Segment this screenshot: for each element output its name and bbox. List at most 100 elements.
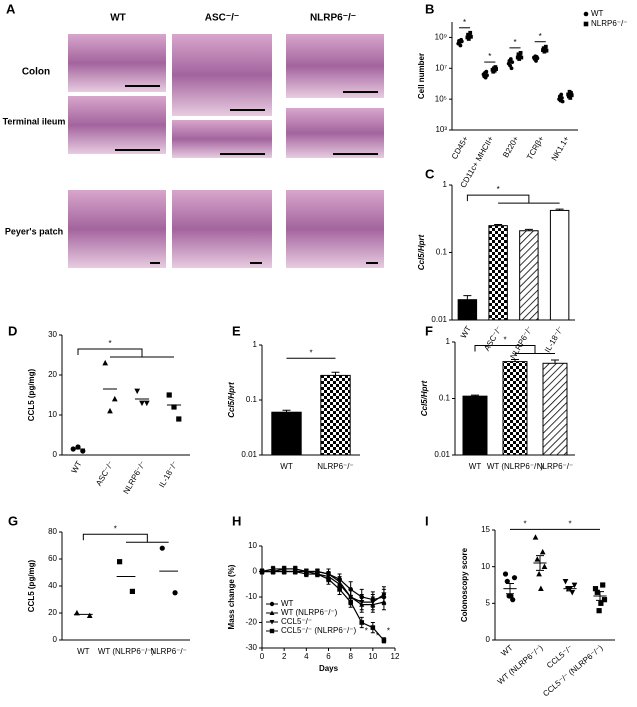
marker — [536, 570, 542, 577]
bar — [519, 230, 539, 321]
marker — [381, 638, 387, 643]
error-bar — [551, 359, 559, 364]
panel-label: A — [6, 1, 16, 16]
y-tick-label: 10⁷ — [435, 63, 447, 72]
marker — [560, 96, 564, 100]
marker — [583, 21, 589, 27]
y-tick-label: 40 — [48, 581, 57, 590]
marker — [510, 60, 515, 65]
x-tick-label: NLRP6⁻/⁻ — [508, 325, 534, 361]
marker — [381, 592, 387, 598]
marker — [502, 571, 509, 577]
marker — [559, 92, 564, 97]
marker — [304, 571, 309, 577]
legend-label: WT — [281, 599, 294, 608]
marker — [359, 620, 365, 625]
row-label: Peyer's patch — [5, 226, 63, 236]
x-tick-label: WT — [459, 324, 473, 339]
marker — [517, 57, 522, 61]
significance-line — [82, 533, 169, 543]
y-tick-label: 1 — [253, 340, 258, 349]
legend-label: CCL5⁻/⁻ — [281, 617, 312, 626]
error-bar — [511, 359, 519, 362]
error-bar — [566, 585, 574, 592]
marker — [511, 575, 518, 581]
histology-image — [286, 34, 384, 98]
marker — [596, 608, 602, 614]
legend-label: WT (NLRP6⁻/⁻) — [281, 608, 338, 617]
y-tick-label: 0.1 — [246, 395, 258, 404]
histology-panel: A WT ASC⁻/⁻ NLRP6⁻/⁻ Colon Terminal ileu… — [3, 1, 384, 268]
x-tick-label: NLRP6⁻/⁻ — [150, 647, 186, 656]
annotation: * — [488, 52, 491, 61]
x-tick-label: WT (NLRP6⁻/⁻) — [487, 462, 544, 471]
marker — [566, 92, 571, 97]
annotation: * — [497, 185, 500, 194]
y-axis-label: Ccl5/Hprt — [417, 234, 426, 270]
marker — [539, 548, 546, 555]
marker — [504, 578, 510, 584]
annotation: * — [114, 524, 117, 533]
error-bar — [331, 371, 340, 376]
marker — [569, 93, 574, 98]
y-tick-label: 1 — [443, 180, 448, 189]
bar — [502, 361, 528, 456]
x-tick-label: 10 — [368, 652, 377, 661]
marker — [337, 587, 342, 592]
bar — [457, 299, 478, 321]
marker — [370, 600, 376, 605]
histology-image — [68, 190, 166, 268]
marker — [348, 599, 353, 605]
marker — [571, 582, 578, 589]
x-tick-label: ASC⁻/⁻ — [482, 325, 503, 353]
histology-image — [172, 34, 272, 116]
marker — [508, 57, 513, 61]
error-bar — [463, 295, 472, 300]
x-tick-label: NK1.1+ — [550, 134, 571, 162]
y-tick-label: 1 — [446, 337, 451, 346]
marker — [134, 388, 141, 395]
marker — [560, 99, 565, 104]
marker — [535, 56, 540, 61]
marker — [75, 444, 81, 450]
annotation: * — [568, 519, 571, 528]
marker — [292, 569, 298, 574]
marker — [80, 448, 86, 454]
marker — [370, 625, 376, 630]
legend-label: NLRP6⁻/⁻ — [591, 19, 627, 28]
marker — [139, 400, 145, 407]
y-axis-label: CCL5 (pg/mg) — [27, 559, 36, 612]
annotation: * — [513, 38, 516, 47]
x-tick-label: IL-18⁻/⁻ — [157, 460, 179, 490]
y-axis-label: Ccl5/Hprt — [420, 380, 429, 416]
panel-label: G — [8, 513, 18, 528]
marker — [493, 65, 498, 69]
x-tick-label: IL-18⁻/⁻ — [543, 325, 565, 355]
error-bar — [555, 208, 564, 211]
bar — [320, 374, 351, 456]
marker — [337, 579, 343, 585]
legend-label: WT — [591, 9, 604, 18]
panel-label: E — [232, 323, 241, 338]
panel-label: H — [232, 513, 241, 528]
series-line — [262, 568, 385, 601]
legend-label: CCL5⁻/⁻ (NLRP6⁻/⁻) — [281, 626, 356, 635]
error-bar — [282, 409, 291, 413]
y-tick-label: 10 — [481, 562, 490, 571]
y-tick-label: 15 — [481, 525, 490, 534]
y-tick-label: 0 — [253, 567, 258, 576]
y-tick-label: 80 — [48, 527, 57, 536]
annotation: * — [365, 627, 368, 636]
significance-line — [466, 194, 560, 204]
x-axis-label: Days — [319, 664, 339, 673]
marker — [484, 69, 489, 74]
marker — [519, 55, 524, 60]
column-label: ASC⁻/⁻ — [205, 13, 239, 24]
marker — [172, 590, 178, 596]
marker — [541, 563, 548, 570]
marker — [176, 416, 182, 422]
annotation: * — [309, 348, 312, 357]
marker — [510, 597, 516, 603]
row-label: Terminal ileum — [3, 116, 66, 126]
